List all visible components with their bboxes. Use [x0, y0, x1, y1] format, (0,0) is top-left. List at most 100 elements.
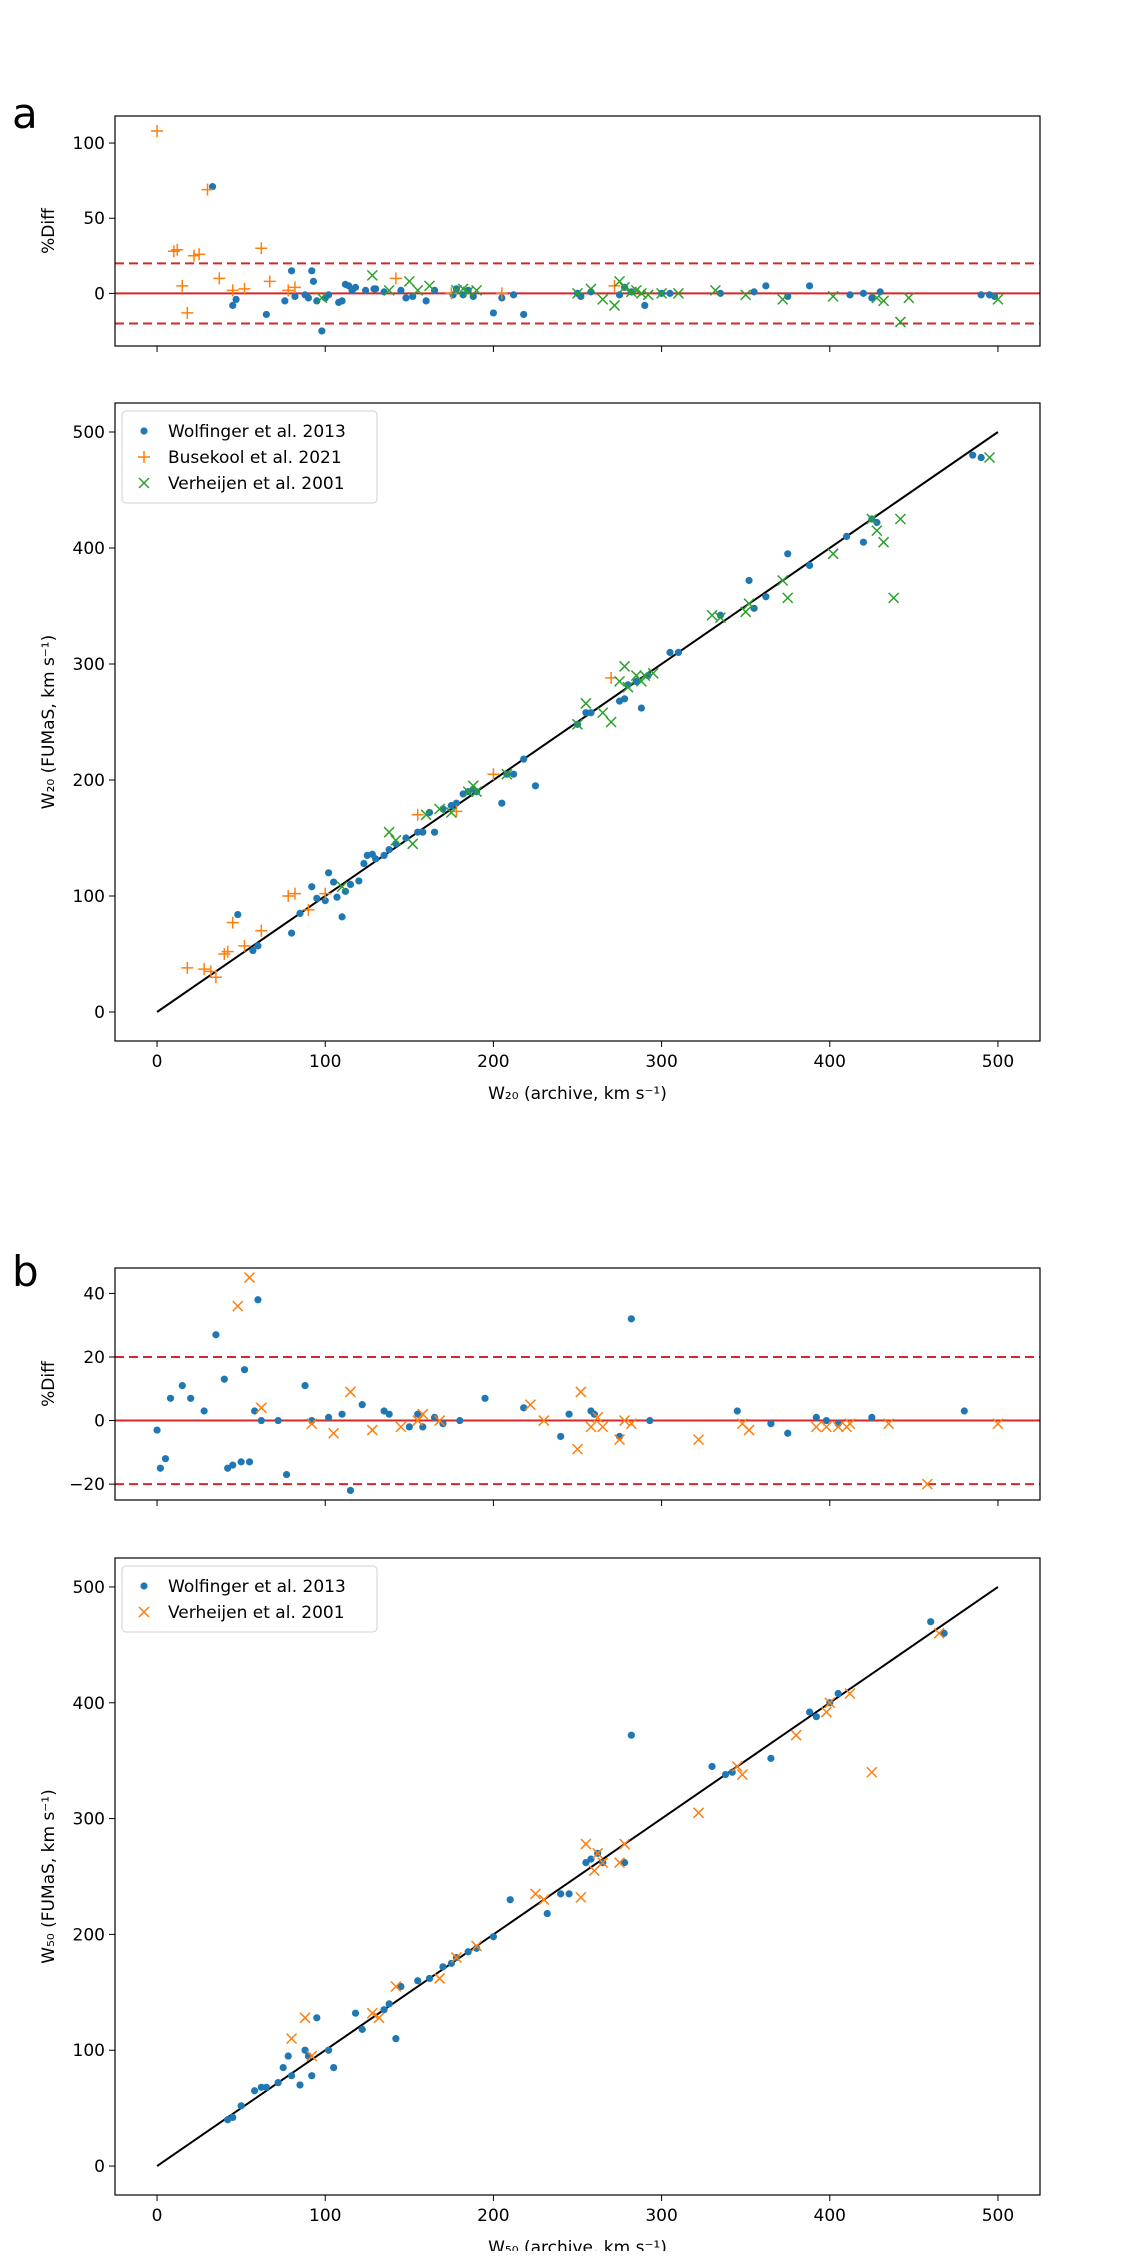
data-point	[557, 1432, 565, 1441]
data-point	[501, 768, 513, 780]
data-point	[784, 1429, 792, 1437]
data-point	[198, 963, 211, 976]
y-tick-label: 500	[73, 1578, 105, 1598]
data-point	[249, 946, 257, 955]
data-point	[274, 2079, 282, 2087]
data-point	[960, 1407, 968, 1415]
data-point	[392, 2035, 400, 2043]
data-point	[452, 285, 461, 293]
data-point	[582, 1859, 590, 1867]
data-point	[844, 1687, 856, 1700]
data-point	[810, 1421, 822, 1433]
data-point	[282, 890, 295, 902]
data-point	[430, 828, 439, 836]
data-point	[921, 1478, 933, 1490]
data-point	[417, 1408, 429, 1420]
data-point	[489, 309, 498, 317]
data-point	[255, 924, 268, 937]
y-tick-label: 300	[73, 655, 105, 675]
y-tick-label: 100	[73, 887, 105, 907]
data-point	[358, 1401, 366, 1409]
data-point	[319, 887, 332, 900]
y-tick-label: 40	[83, 1284, 105, 1304]
data-point	[467, 780, 479, 792]
data-point	[318, 327, 326, 335]
legend-marker	[140, 1582, 148, 1590]
data-point	[639, 670, 651, 682]
data-point	[575, 1891, 587, 1903]
data-point	[313, 894, 321, 902]
data-point	[414, 1410, 422, 1418]
data-point	[866, 1766, 878, 1778]
data-point	[635, 287, 647, 299]
data-point	[614, 675, 626, 687]
data-point	[372, 285, 380, 293]
data-point	[824, 1697, 836, 1709]
y-tick-label: 50	[83, 209, 105, 229]
legend-label: Verheijen et al. 2001	[168, 474, 345, 494]
panel-label-b: b	[12, 1247, 39, 1296]
series-1	[286, 1627, 945, 2062]
data-point	[977, 453, 985, 462]
data-point	[308, 267, 316, 275]
data-point	[380, 851, 388, 860]
data-point	[263, 275, 276, 288]
data-point	[731, 1760, 743, 1773]
axes-frame	[114, 1267, 1041, 1501]
legend-label: Verheijen et al. 2001	[168, 1603, 345, 1623]
data-point	[740, 606, 752, 618]
data-point	[805, 561, 814, 570]
data-point	[520, 755, 528, 763]
series-0	[234, 451, 985, 955]
data-point	[456, 1416, 464, 1425]
data-point	[287, 267, 296, 275]
data-point	[422, 297, 430, 305]
data-point	[423, 280, 436, 292]
data-point	[614, 1434, 626, 1446]
data-point	[238, 282, 251, 295]
data-point	[238, 939, 251, 952]
axes-frame	[114, 402, 1041, 1042]
data-point	[619, 281, 631, 293]
data-point	[672, 287, 684, 299]
data-point	[883, 1418, 895, 1430]
data-point	[984, 451, 996, 464]
data-point	[619, 1415, 631, 1427]
data-point	[790, 1729, 802, 1741]
data-point	[257, 1416, 265, 1425]
data-point	[218, 948, 231, 960]
data-point	[397, 286, 405, 294]
data-point	[471, 1940, 483, 1952]
data-point	[344, 1386, 356, 1398]
data-point	[341, 887, 350, 895]
data-point	[940, 1629, 948, 1637]
data-point	[472, 1944, 481, 1952]
data-point	[385, 1410, 393, 1418]
data-point	[361, 286, 370, 294]
data-point	[288, 887, 301, 900]
plot-area-b_top	[115, 1271, 1040, 1495]
x-axis-label: W₂₀ (archive, km s⁻¹)	[488, 1084, 667, 1104]
data-point	[201, 183, 214, 196]
data-point	[209, 971, 222, 984]
data-point	[625, 1418, 637, 1430]
data-point	[878, 295, 890, 307]
data-point	[338, 913, 346, 921]
x-tick-label: 200	[477, 2206, 509, 2226]
x-tick-label: 500	[982, 2206, 1014, 2226]
y-tick-label: −20	[69, 1475, 105, 1495]
axes-frame	[114, 115, 1041, 347]
data-point	[832, 1421, 844, 1433]
data-point	[306, 2050, 318, 2062]
data-point	[434, 803, 446, 815]
data-point	[471, 284, 483, 296]
data-point	[721, 1770, 730, 1779]
data-point	[565, 1890, 573, 1898]
data-point	[244, 1271, 256, 1284]
data-point	[693, 1807, 705, 1819]
chart-b_main: 0 100 200 300 400 500 0 100 200 300 400 500 W₅₀ (FUM…	[39, 1557, 1041, 2256]
data-point	[632, 677, 640, 686]
data-point	[178, 1381, 186, 1390]
data-point	[666, 648, 674, 657]
data-point	[827, 548, 839, 560]
